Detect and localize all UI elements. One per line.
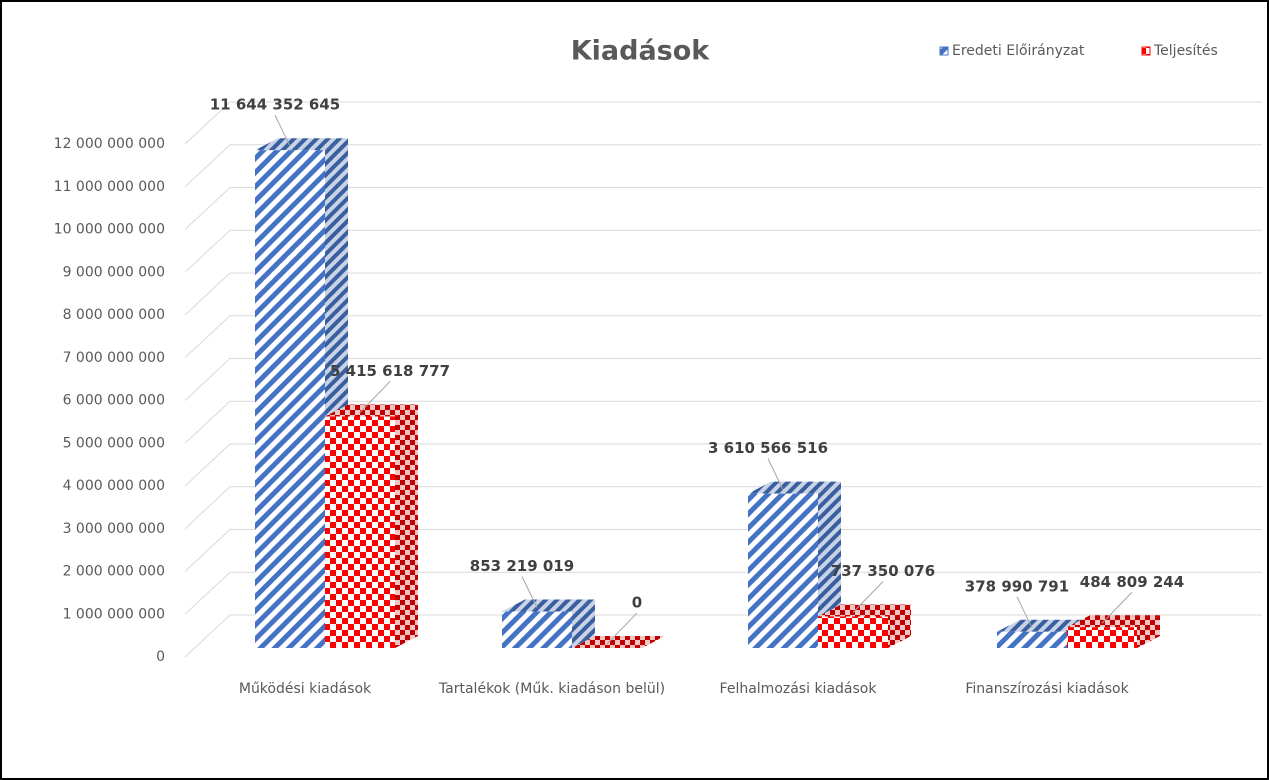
y-tick-label: 11 000 000 000 — [54, 179, 165, 195]
grid-line — [184, 272, 1262, 316]
bar-face — [572, 599, 595, 648]
data-label: 737 350 076 — [831, 562, 935, 580]
bar-face — [395, 404, 418, 648]
bar-face — [255, 150, 325, 648]
bar-face — [818, 481, 841, 648]
bar-face — [502, 611, 572, 648]
data-label: 484 809 244 — [1080, 573, 1184, 591]
data-label: 3 610 566 516 — [708, 439, 828, 457]
grid-line — [184, 144, 1262, 188]
data-label: 11 644 352 645 — [210, 96, 340, 114]
y-tick-label: 9 000 000 000 — [63, 264, 165, 280]
bar-face — [255, 138, 348, 151]
grid-line — [184, 187, 1262, 230]
legend-marker — [1141, 46, 1151, 56]
data-label: 0 — [632, 594, 642, 612]
leader-line — [359, 381, 391, 413]
grid-line — [184, 101, 1262, 145]
bar — [502, 599, 595, 648]
bar — [818, 604, 911, 648]
legend-label: Eredeti Előirányzat — [952, 43, 1085, 59]
bar — [997, 619, 1090, 648]
grid-line — [184, 358, 1262, 401]
grid-line — [184, 529, 1262, 572]
y-tick-label: 12 000 000 000 — [54, 136, 165, 152]
bar — [325, 404, 418, 648]
y-tick-label: 7 000 000 000 — [63, 350, 165, 366]
bar-face — [997, 619, 1090, 632]
y-tick-label: 6 000 000 000 — [63, 393, 165, 409]
bar — [1067, 615, 1160, 648]
legend-marker — [939, 46, 949, 56]
x-tick-label: Működési kiadások — [238, 681, 372, 697]
bar-face — [818, 616, 888, 648]
leader-line — [606, 612, 638, 645]
data-label: 853 219 019 — [470, 557, 574, 575]
grid-line — [184, 315, 1262, 359]
bar-face — [1067, 615, 1160, 628]
bar-face — [748, 481, 841, 494]
bar-face — [748, 493, 818, 648]
y-tick-label: 3 000 000 000 — [63, 521, 165, 537]
bar-face — [997, 631, 1067, 648]
legend-label: Teljesítés — [1153, 43, 1218, 59]
bar-face — [325, 404, 418, 417]
grid-line — [184, 571, 1262, 615]
bar-face — [325, 416, 395, 648]
bar-face — [572, 636, 665, 648]
bar-face — [1137, 615, 1160, 648]
y-tick-label: 1 000 000 000 — [63, 606, 165, 622]
data-label: 5 415 618 777 — [330, 362, 450, 380]
bar-face — [818, 604, 911, 617]
leader-line — [1101, 591, 1133, 624]
y-tick-label: 0 — [156, 649, 165, 665]
bar-face — [888, 604, 911, 648]
x-tick-label: Tartalékok (Műk. kiadáson belül) — [438, 681, 666, 697]
chart-title: Kiadások — [571, 36, 711, 67]
data-label: 378 990 791 — [965, 577, 1069, 595]
leader-line — [852, 581, 884, 613]
bar-face — [1067, 627, 1137, 648]
x-tick-label: Finanszírozási kiadások — [965, 681, 1129, 697]
leader-line — [521, 576, 538, 608]
bar-face — [502, 599, 595, 612]
y-tick-label: 10 000 000 000 — [54, 222, 165, 238]
y-tick-label: 4 000 000 000 — [63, 478, 165, 494]
grid-line — [184, 229, 1262, 273]
leader-line — [767, 458, 784, 490]
grid-line — [184, 486, 1262, 530]
grid-line — [184, 443, 1262, 487]
grid-line — [184, 614, 1262, 658]
y-tick-label: 5 000 000 000 — [63, 435, 165, 451]
leader-line — [1016, 596, 1033, 629]
y-tick-label: 2 000 000 000 — [63, 564, 165, 580]
grid-line — [184, 400, 1262, 444]
y-tick-label: 8 000 000 000 — [63, 307, 165, 323]
x-tick-label: Felhalmozási kiadások — [719, 681, 877, 697]
bar — [572, 636, 665, 648]
bar — [255, 138, 348, 648]
leader-line — [274, 114, 291, 147]
bar — [748, 481, 841, 648]
